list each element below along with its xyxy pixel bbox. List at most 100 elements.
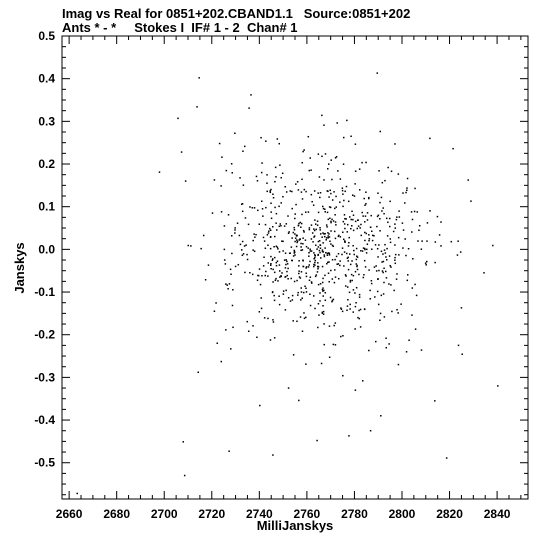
data-point	[228, 450, 230, 452]
data-point	[267, 232, 270, 234]
data-point	[365, 232, 368, 235]
data-point	[349, 216, 351, 218]
data-point	[319, 233, 322, 235]
data-point	[282, 240, 284, 243]
data-point	[230, 273, 232, 275]
data-point	[301, 198, 304, 200]
data-point	[187, 244, 189, 247]
data-point	[300, 291, 303, 293]
data-point	[240, 249, 243, 251]
x-tick-label: 2840	[484, 507, 511, 521]
data-point	[274, 180, 276, 183]
data-point	[364, 248, 366, 251]
data-point	[425, 260, 428, 263]
data-point	[378, 244, 380, 246]
data-point	[445, 457, 448, 459]
data-point	[309, 157, 311, 159]
data-point	[299, 221, 302, 224]
data-point	[341, 187, 344, 189]
data-point	[322, 290, 324, 292]
data-point	[365, 252, 368, 254]
data-point	[332, 343, 335, 346]
data-point	[350, 135, 352, 138]
data-point	[323, 343, 325, 346]
data-point	[223, 248, 226, 251]
data-point	[272, 319, 274, 321]
data-point	[272, 454, 274, 456]
data-point	[294, 254, 296, 256]
data-point	[340, 308, 343, 310]
data-point	[354, 389, 357, 391]
data-point	[307, 211, 310, 213]
y-tick-label: -0.4	[34, 413, 55, 427]
data-point	[293, 249, 296, 252]
data-point	[237, 263, 240, 266]
data-point	[342, 220, 345, 223]
data-point	[301, 213, 303, 216]
data-point	[322, 295, 324, 297]
data-point	[302, 229, 305, 232]
data-point	[386, 247, 388, 250]
data-point	[402, 192, 404, 194]
data-point	[383, 281, 385, 284]
data-point	[257, 209, 259, 212]
data-point	[300, 299, 302, 301]
data-point	[349, 281, 352, 283]
data-point	[272, 268, 274, 271]
data-point	[330, 230, 332, 232]
data-point	[332, 220, 335, 222]
data-point	[323, 124, 325, 126]
data-point	[311, 282, 313, 284]
data-point	[271, 291, 274, 293]
data-point	[232, 326, 234, 329]
data-point	[394, 244, 396, 246]
data-point	[240, 203, 243, 206]
data-point	[316, 220, 319, 222]
data-point	[319, 244, 322, 247]
data-point	[381, 261, 383, 263]
data-point	[272, 281, 274, 283]
y-tick-label: 0.2	[38, 157, 55, 171]
data-point	[342, 238, 345, 241]
data-point	[401, 222, 404, 224]
data-point	[316, 271, 319, 273]
data-point	[331, 244, 334, 247]
data-point	[314, 261, 316, 264]
data-point	[389, 200, 391, 203]
data-point	[344, 190, 346, 193]
data-point	[310, 169, 312, 171]
data-point	[266, 234, 269, 236]
data-point	[310, 238, 313, 240]
data-point	[380, 415, 382, 417]
data-point	[325, 251, 327, 254]
data-point	[270, 211, 272, 213]
data-point	[389, 241, 392, 244]
data-point	[450, 240, 453, 243]
data-point	[382, 207, 384, 209]
data-point	[328, 356, 331, 359]
data-point	[298, 272, 300, 275]
data-point	[317, 211, 320, 214]
data-point	[234, 232, 236, 234]
data-point	[341, 253, 343, 256]
data-point	[322, 313, 325, 315]
data-point	[357, 316, 359, 319]
data-point	[340, 335, 342, 338]
data-point	[265, 270, 267, 273]
data-point	[380, 250, 383, 253]
data-point	[314, 264, 316, 266]
data-point	[276, 229, 278, 231]
data-point	[322, 205, 324, 208]
data-point	[327, 237, 329, 239]
data-point	[288, 231, 290, 233]
data-point	[351, 260, 353, 262]
data-point	[250, 94, 252, 96]
data-point	[298, 260, 300, 262]
data-point	[382, 271, 384, 274]
data-point	[396, 308, 398, 311]
data-point	[251, 273, 254, 276]
data-point	[303, 149, 305, 151]
data-point	[273, 337, 276, 339]
data-point	[416, 211, 419, 213]
data-point	[388, 225, 391, 228]
